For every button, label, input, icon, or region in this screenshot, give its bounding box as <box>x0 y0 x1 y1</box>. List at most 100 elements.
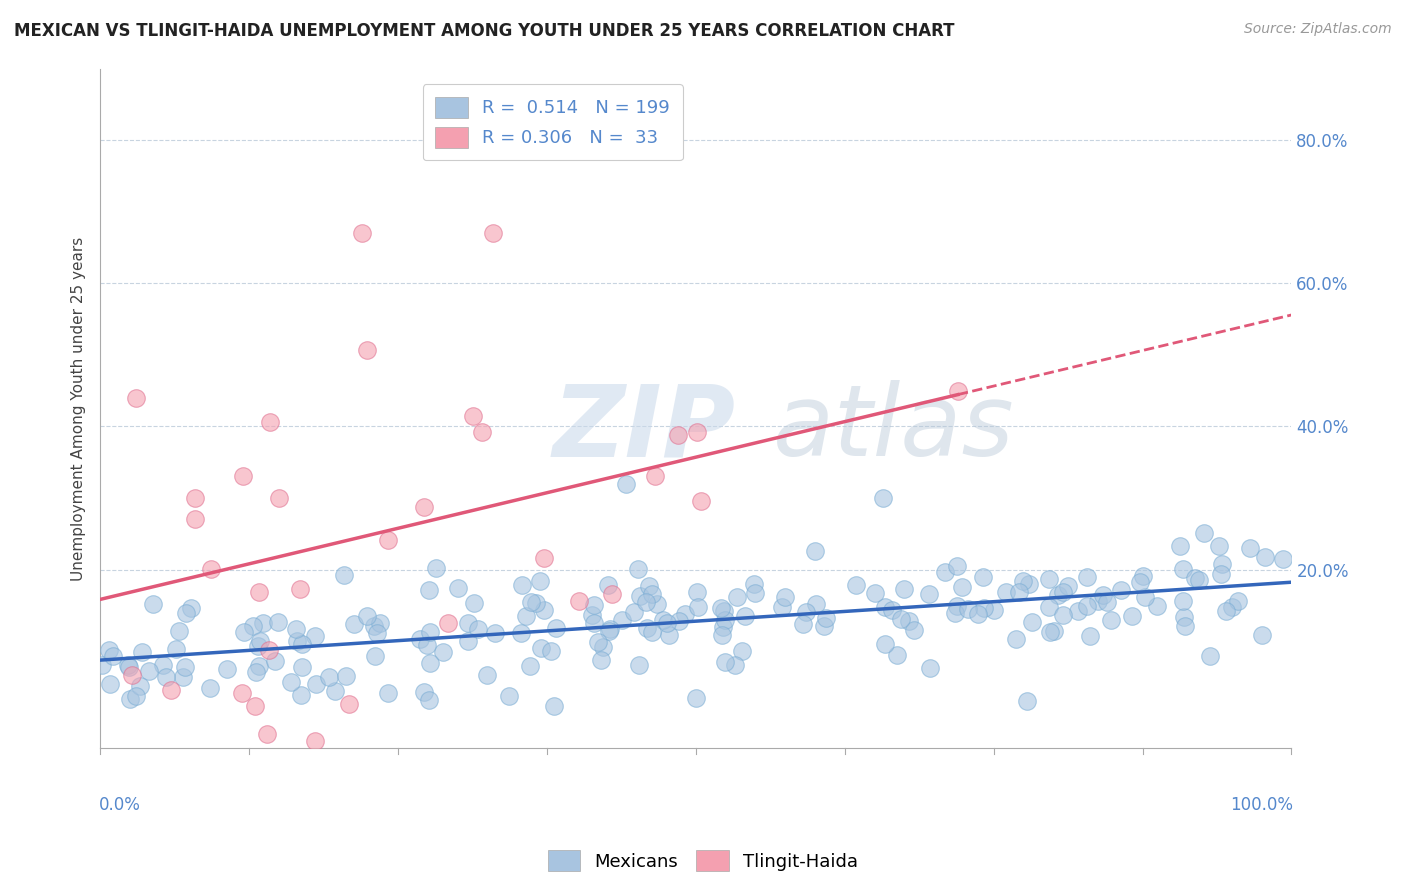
Point <box>882 602 904 616</box>
Point <box>592 640 614 655</box>
Point <box>343 617 366 632</box>
Point <box>658 628 681 642</box>
Point <box>1012 574 1035 588</box>
Point <box>742 576 765 591</box>
Point <box>636 595 658 609</box>
Point <box>356 343 378 358</box>
Point <box>457 616 479 631</box>
Point <box>686 425 709 440</box>
Point <box>686 599 709 614</box>
Point <box>1132 568 1154 582</box>
Text: Source: ZipAtlas.com: Source: ZipAtlas.com <box>1244 22 1392 37</box>
Point <box>252 615 274 630</box>
Point <box>180 600 202 615</box>
Point <box>1008 584 1031 599</box>
Point <box>711 628 734 642</box>
Point <box>285 634 308 648</box>
Point <box>242 619 264 633</box>
Point <box>1209 566 1232 581</box>
Point <box>118 692 141 706</box>
Point <box>264 654 287 668</box>
Point <box>142 598 165 612</box>
Point <box>641 587 664 601</box>
Point <box>152 658 174 673</box>
Point <box>1227 594 1250 608</box>
Point <box>416 638 439 652</box>
Point <box>529 574 551 589</box>
Point <box>285 623 308 637</box>
Point <box>641 625 664 640</box>
Point <box>413 500 436 514</box>
Point <box>409 632 432 646</box>
Point <box>98 676 121 690</box>
Point <box>519 658 541 673</box>
Point <box>101 649 124 664</box>
Point <box>1192 525 1215 540</box>
Point <box>333 567 356 582</box>
Point <box>583 598 606 612</box>
Text: 0.0%: 0.0% <box>98 796 141 814</box>
Point <box>184 512 207 526</box>
Point <box>668 614 690 628</box>
Point <box>600 587 623 601</box>
Point <box>249 585 271 599</box>
Point <box>1057 579 1080 593</box>
Point <box>1042 624 1064 638</box>
Point <box>530 641 553 656</box>
Point <box>730 644 752 658</box>
Point <box>1198 648 1220 663</box>
Point <box>1087 594 1109 608</box>
Point <box>1215 604 1237 618</box>
Point <box>872 491 894 505</box>
Point <box>1220 599 1243 614</box>
Point <box>956 601 979 615</box>
Point <box>337 697 360 711</box>
Point <box>167 624 190 639</box>
Point <box>304 629 326 643</box>
Point <box>267 615 290 630</box>
Point <box>714 613 737 627</box>
Point <box>243 698 266 713</box>
Point <box>1005 632 1028 647</box>
Point <box>886 648 908 663</box>
Text: 100.0%: 100.0% <box>1230 796 1292 814</box>
Point <box>589 652 612 666</box>
Point <box>198 681 221 695</box>
Point <box>918 587 941 601</box>
Point <box>520 595 543 609</box>
Point <box>599 622 621 636</box>
Point <box>129 679 152 693</box>
Point <box>471 425 494 440</box>
Point <box>1109 583 1132 598</box>
Point <box>583 616 606 631</box>
Point <box>1184 571 1206 585</box>
Point <box>943 606 966 620</box>
Point <box>543 698 565 713</box>
Point <box>1174 619 1197 633</box>
Point <box>644 469 666 483</box>
Point <box>325 683 347 698</box>
Point <box>231 686 253 700</box>
Point <box>97 643 120 657</box>
Point <box>1018 576 1040 591</box>
Point <box>1038 572 1060 586</box>
Point <box>967 607 990 621</box>
Point <box>724 658 747 673</box>
Point <box>419 656 441 670</box>
Point <box>125 689 148 703</box>
Point <box>368 615 391 630</box>
Point <box>1188 573 1211 587</box>
Point <box>946 384 969 398</box>
Point <box>973 601 995 615</box>
Point <box>803 544 825 558</box>
Point <box>734 609 756 624</box>
Point <box>352 226 374 240</box>
Point <box>425 561 447 575</box>
Point <box>318 670 340 684</box>
Point <box>484 625 506 640</box>
Point <box>893 582 915 596</box>
Text: ZIP: ZIP <box>553 380 735 477</box>
Point <box>249 634 271 648</box>
Point <box>533 551 555 566</box>
Point <box>1271 552 1294 566</box>
